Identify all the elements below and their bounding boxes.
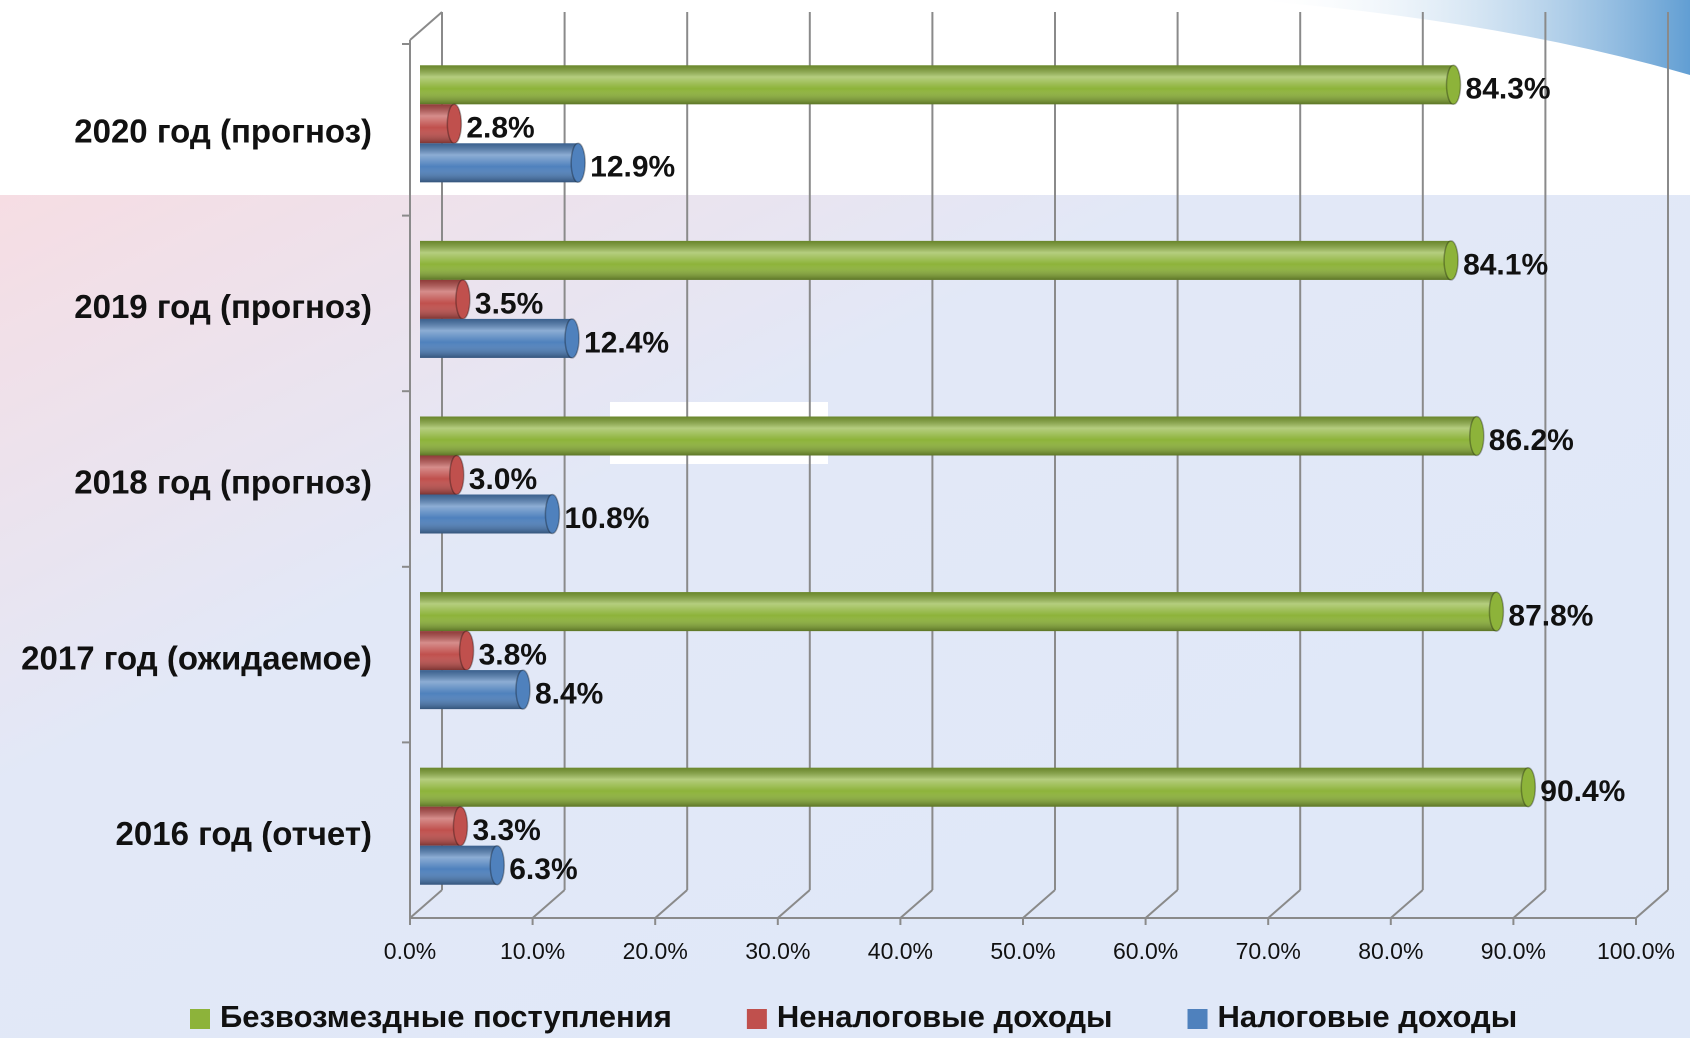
data-label: 6.3% (509, 853, 577, 886)
x-tick-label: 20.0% (623, 938, 688, 964)
bar-shade (420, 494, 553, 534)
grid-floor (531, 889, 566, 919)
grid-floor (1390, 889, 1424, 919)
legend-label: Неналоговые доходы (777, 999, 1113, 1034)
bar-cap (455, 279, 471, 320)
x-tick-label: 50.0% (990, 938, 1055, 964)
bar-cap (564, 318, 580, 359)
grid-floor (1635, 889, 1669, 919)
grid-floor (1144, 889, 1179, 919)
data-label: 2.8% (466, 112, 534, 145)
data-label: 8.4% (535, 678, 603, 711)
bar-shade (420, 279, 463, 319)
x-tick-label: 100.0% (1597, 938, 1675, 964)
bar-shade (420, 592, 1497, 632)
data-label: 12.4% (584, 326, 669, 359)
bar-shade (420, 767, 1529, 807)
bar-cap (1443, 240, 1459, 281)
bar-cap (570, 142, 586, 184)
data-label: 84.1% (1463, 248, 1548, 281)
x-tick-label: 60.0% (1113, 938, 1178, 964)
bar-shade (420, 670, 523, 710)
bar-cap (489, 844, 505, 886)
legend-label: Безвозмездные поступления (220, 999, 672, 1034)
y-tick-label: 2016 год (отчет) (116, 815, 372, 852)
grid-floor (899, 889, 934, 919)
bar-shade (420, 416, 1477, 456)
legend-swatch (1187, 1009, 1208, 1029)
bar-cap (515, 669, 531, 710)
bar-shade (420, 631, 467, 671)
grid-floor (1512, 889, 1547, 919)
bar-shade (420, 65, 1454, 105)
bar-cap (1520, 766, 1537, 808)
bar-shade (420, 318, 573, 358)
bar-cap (446, 103, 463, 145)
legend-swatch (190, 1009, 210, 1029)
data-label: 3.8% (479, 639, 547, 672)
bar-cap (452, 805, 469, 847)
legend-label: Налоговые доходы (1218, 999, 1518, 1034)
grid-floor (777, 889, 811, 919)
y-tick-label: 2020 год (прогноз) (74, 113, 372, 150)
bar-cap (1469, 415, 1485, 457)
grid-floor (1267, 889, 1301, 919)
data-label: 86.2% (1489, 424, 1574, 457)
x-tick-label: 70.0% (1236, 938, 1301, 964)
data-label: 10.8% (564, 502, 649, 535)
x-tick-label: 30.0% (745, 938, 810, 964)
bar-cap (449, 454, 465, 496)
data-label: 84.3% (1466, 73, 1551, 106)
data-label: 3.0% (469, 463, 537, 496)
x-tick-label: 0.0% (384, 938, 436, 964)
bar-shade (420, 143, 579, 183)
x-tick-label: 10.0% (500, 938, 565, 964)
bar-cap (1488, 591, 1505, 632)
y-tick-label: 2019 год (прогноз) (74, 288, 372, 325)
grid-floor (409, 889, 443, 919)
bar-shade (420, 240, 1452, 280)
bar-shade (420, 845, 498, 885)
legend-swatch (746, 1009, 767, 1029)
data-label: 12.9% (590, 151, 675, 184)
grid-floor (654, 889, 688, 919)
x-tick-label: 80.0% (1358, 938, 1423, 964)
decor-swoosh (1250, 0, 1690, 75)
data-label: 90.4% (1540, 775, 1625, 808)
bar-cap (458, 630, 475, 671)
y-tick-label: 2017 год (ожидаемое) (21, 639, 372, 676)
grid-floor (1022, 889, 1056, 919)
x-tick-label: 40.0% (868, 938, 933, 964)
data-label: 3.3% (472, 814, 540, 847)
axis-depth (409, 11, 443, 41)
data-label: 3.5% (475, 287, 543, 320)
x-tick-label: 90.0% (1481, 938, 1546, 964)
bar-cap (544, 493, 561, 535)
y-tick-label: 2018 год (прогноз) (74, 464, 372, 501)
bar-cap (1445, 64, 1462, 106)
data-label: 87.8% (1508, 600, 1593, 633)
